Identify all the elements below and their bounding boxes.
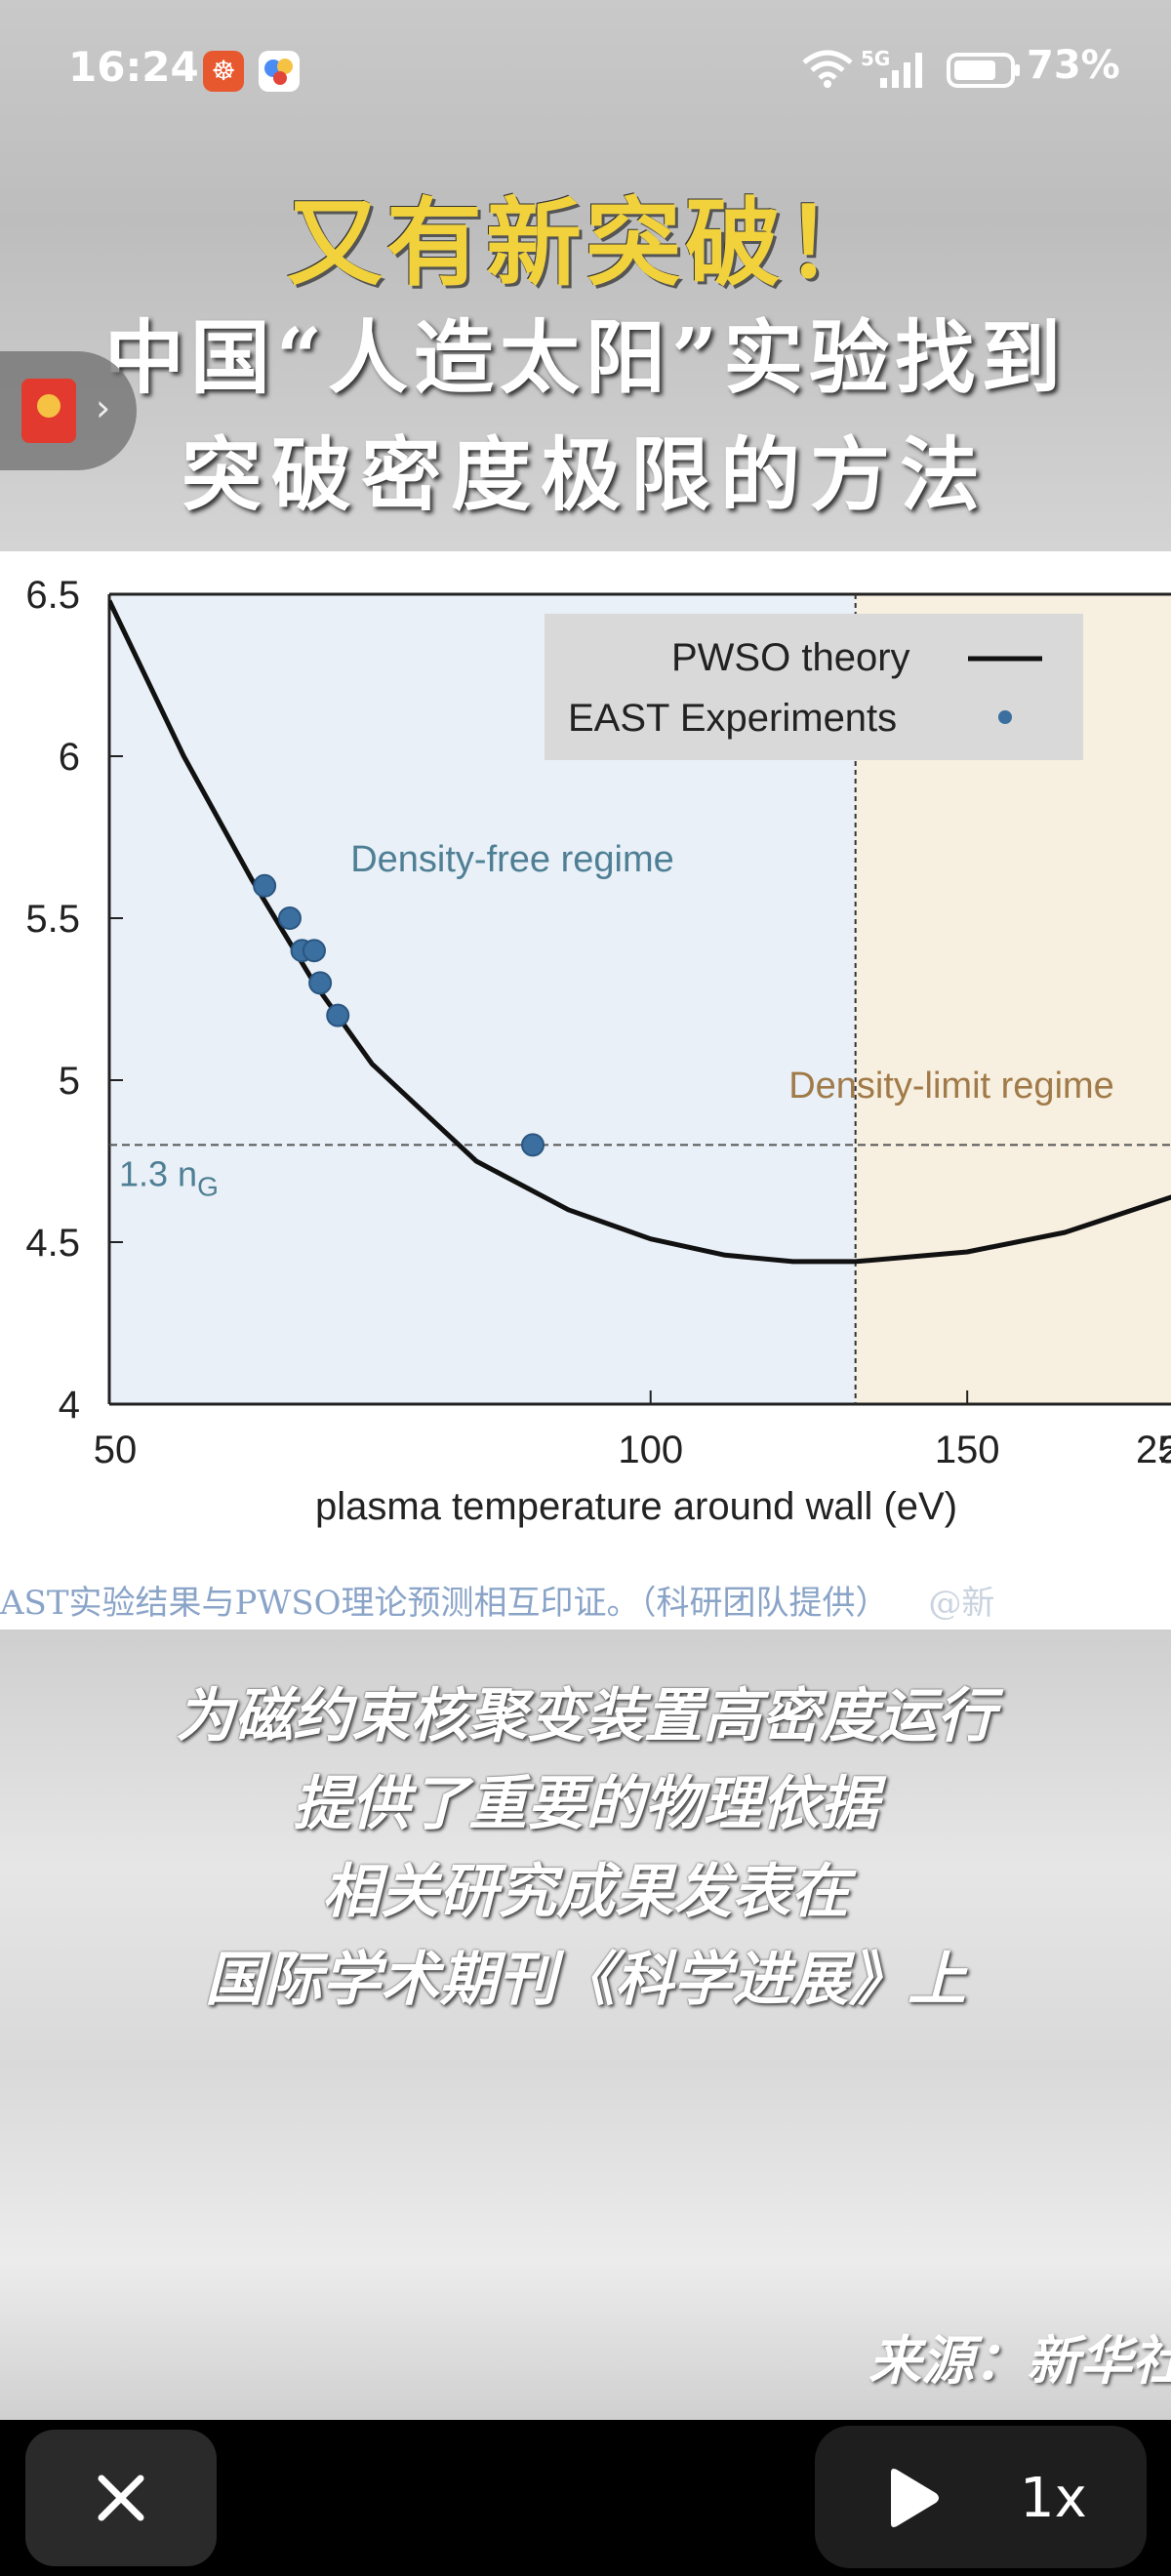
subtitle-line-2: 提供了重要的物理依据 xyxy=(293,1770,878,1838)
battery-icon xyxy=(947,53,1020,88)
legend-box xyxy=(545,614,1083,760)
x-tick-label: 25 xyxy=(1136,1429,1171,1471)
y-tick-label: 5 xyxy=(59,1060,80,1103)
experiment-point xyxy=(521,1133,545,1157)
y-tick-label: 6.5 xyxy=(25,574,80,617)
red-packet-icon xyxy=(21,379,76,443)
watermark-text: @新 xyxy=(928,1584,995,1623)
player-controls: 1x xyxy=(815,2426,1147,2568)
y-tick-label: 4 xyxy=(59,1384,80,1427)
x-tick-label: 200 xyxy=(1159,1429,1171,1471)
status-time: 16:24 xyxy=(68,43,199,91)
experiment-point xyxy=(326,1003,350,1027)
headline-title: 又有新突破！ xyxy=(286,188,884,300)
playback-speed-button[interactable]: 1x xyxy=(1020,2467,1087,2530)
x-tick-label: 150 xyxy=(935,1429,1000,1471)
free-regime-label: Density-free regime xyxy=(350,839,674,880)
chart-caption: AST实验结果与PWSO理论预测相互印证。（科研团队提供） @新 xyxy=(0,1566,1171,1634)
limit-regime-label: Density-limit regime xyxy=(788,1066,1114,1107)
x-tick-label: 100 xyxy=(618,1429,683,1471)
chart-image: 6.5 6 5.5 5 4.5 4 50 100 150 20025 plasma temperat… xyxy=(0,551,1171,1630)
status-bar: 16:24 ☸ 5G 73% xyxy=(0,0,1171,146)
density-chart: 6.5 6 5.5 5 4.5 4 50 100 150 20025 plasma temperat… xyxy=(25,574,1171,1528)
battery-percent: 73% xyxy=(1027,43,1120,88)
wifi-icon xyxy=(802,50,853,88)
chevron-right-icon: › xyxy=(96,386,111,429)
y-tick-label: 6 xyxy=(59,736,80,779)
theory-curve xyxy=(109,599,1171,1265)
subtitle-line-4: 国际学术期刊《科学进展》上 xyxy=(205,1946,966,2014)
play-button[interactable] xyxy=(883,2467,942,2529)
close-icon xyxy=(98,2475,144,2521)
x-tick-label: 50 xyxy=(94,1429,138,1471)
close-button[interactable] xyxy=(25,2430,217,2566)
app-notification-icon: ☸ xyxy=(203,51,244,92)
experiment-point xyxy=(302,939,326,963)
playback-speed-label: 1x xyxy=(1020,2467,1087,2530)
caption-text: AST实验结果与PWSO理论预测相互印证。（科研团队提供） xyxy=(0,1584,889,1623)
experiment-point xyxy=(277,906,302,930)
y-tick-label: 4.5 xyxy=(25,1222,80,1265)
header-background xyxy=(0,0,1171,551)
source-label: 来源：新华社 xyxy=(868,2330,1171,2392)
reference-line-label: 1.3 nG xyxy=(119,1153,219,1201)
signal-icon xyxy=(880,53,922,88)
y-tick-label: 5.5 xyxy=(25,898,80,941)
subtitle-line-1: 为磁约束核聚变装置高密度运行 xyxy=(176,1682,995,1751)
video-background xyxy=(0,1630,1171,2420)
legend-experiment-swatch xyxy=(998,710,1012,724)
headline-line-2: 中国“人造太阳”实验找到 xyxy=(103,311,1068,405)
experiment-point xyxy=(308,971,333,995)
legend-theory-label: PWSO theory xyxy=(671,636,910,679)
subtitle-line-3: 相关研究成果发表在 xyxy=(322,1858,849,1926)
headline-line-3: 突破密度极限的方法 xyxy=(181,428,989,522)
experiment-point xyxy=(253,873,277,898)
legend-experiment-label: EAST Experiments xyxy=(568,697,897,740)
app-notification-icon-2 xyxy=(259,51,300,92)
network-type: 5G xyxy=(861,47,891,70)
red-packet-float-button[interactable]: › xyxy=(0,351,137,470)
x-axis-label: plasma temperature around wall (eV) xyxy=(315,1485,957,1528)
